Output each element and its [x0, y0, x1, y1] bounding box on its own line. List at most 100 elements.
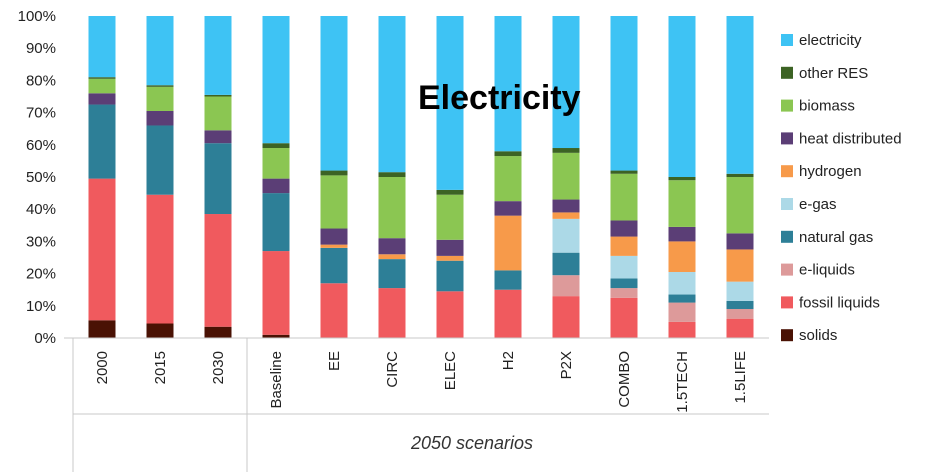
y-tick-label: 100% [18, 8, 56, 25]
y-tick-label: 60% [26, 137, 56, 154]
bar-segment-e-liquids [726, 309, 754, 319]
legend-swatch [781, 198, 793, 210]
bar-segment-fossil-liquids [320, 283, 348, 338]
bar-segment-solids [88, 320, 116, 338]
bar-segment-fossil-liquids [378, 288, 406, 338]
bar-segment-fossil-liquids [204, 214, 232, 327]
legend-label: e-liquids [799, 262, 855, 279]
bar-segment-heat-distributed [378, 238, 406, 255]
legend-swatch [781, 230, 793, 243]
category-label-circ: CIRC [384, 351, 401, 388]
bar-segment-other-res [378, 172, 406, 177]
bar-segment-electricity [320, 16, 348, 171]
bar-segment-electricity [494, 16, 522, 152]
bar-segment-solids [204, 326, 232, 338]
bar-stack-1-5tech [668, 16, 696, 338]
bar-segment-electricity [668, 16, 696, 177]
legend-item-heat-distributed: heat distributed [781, 130, 902, 147]
legend-item-fossil-liquids: fossil liquids [781, 294, 880, 311]
bar-segment-hydrogen [668, 241, 696, 272]
bar-stack-1-5life [726, 16, 754, 338]
category-label-1-5life: 1.5LIFE [732, 351, 749, 404]
legend-swatch [781, 34, 793, 46]
bar-segment-other-res [436, 189, 464, 195]
bar-segment-hydrogen [610, 236, 638, 256]
legend-label: e-gas [799, 196, 837, 213]
bar-segment-biomass [262, 148, 290, 179]
bar-segment-electricity [88, 16, 116, 78]
legend: electricity other RES biomass heat distribu… [781, 32, 902, 344]
bar-segment-fossil-liquids [610, 297, 638, 338]
bar-segment-e-liquids [610, 288, 638, 298]
category-label-2000: 2000 [94, 351, 111, 384]
bar-segment-other-res [146, 85, 174, 87]
bar-stack-2030 [204, 16, 232, 338]
bar-segment-heat-distributed [320, 228, 348, 245]
bar-segment-heat-distributed [726, 233, 754, 250]
bar-segment-natural-gas [726, 300, 754, 310]
bar-segment-other-res [262, 143, 290, 149]
bar-segment-fossil-liquids [436, 291, 464, 338]
legend-item-hydrogen: hydrogen [781, 163, 862, 180]
bar-stack-baseline [262, 16, 290, 338]
bar-segment-e-gas [610, 255, 638, 279]
bar-segment-fossil-liquids [668, 321, 696, 338]
category-label-1-5tech: 1.5TECH [674, 351, 691, 413]
category-label-ee: EE [326, 351, 343, 371]
bar-segment-heat-distributed [668, 226, 696, 242]
y-tick-label: 70% [26, 105, 56, 122]
bar-segment-heat-distributed [204, 130, 232, 144]
bar-segment-hydrogen [552, 212, 580, 219]
legend-swatch [781, 296, 793, 309]
bar-segment-heat-distributed [552, 199, 580, 213]
bar-segment-biomass [146, 86, 174, 111]
bar-segment-other-res [726, 173, 754, 177]
legend-label: hydrogen [799, 163, 862, 180]
bar-segment-solids [262, 334, 290, 338]
bar-segment-biomass [320, 175, 348, 229]
category-label-h2: H2 [500, 351, 517, 370]
bar-segment-hydrogen [320, 244, 348, 248]
bar-segment-e-gas [668, 271, 696, 295]
legend-item-electricity: electricity [781, 32, 862, 49]
bar-stack-combo [610, 16, 638, 338]
bar-segment-electricity [378, 16, 406, 173]
category-label-2015: 2015 [152, 351, 169, 384]
bar-segment-other-res [494, 151, 522, 157]
bar-segment-fossil-liquids [262, 251, 290, 335]
legend-item-e-liquids: e-liquids [781, 262, 855, 279]
bar-segment-biomass [378, 177, 406, 239]
bar-segment-natural-gas [436, 260, 464, 292]
legend-swatch [781, 329, 793, 342]
bar-segment-other-res [320, 170, 348, 176]
legend-item-other-res: other RES [781, 65, 868, 82]
y-tick-label: 40% [26, 201, 56, 218]
category-label-baseline: Baseline [268, 351, 285, 409]
legend-swatch [781, 165, 793, 178]
bars [88, 16, 754, 338]
bar-segment-hydrogen [436, 255, 464, 261]
y-tick-label: 30% [26, 233, 56, 250]
bar-segment-e-liquids [552, 275, 580, 297]
bar-segment-e-gas [552, 218, 580, 253]
legend-label: biomass [799, 98, 855, 115]
bar-segment-biomass [610, 173, 638, 221]
category-label-combo: COMBO [616, 351, 633, 408]
bar-segment-e-liquids [668, 302, 696, 322]
y-tick-label: 0% [34, 330, 56, 347]
bar-segment-other-res [88, 77, 116, 79]
bar-segment-hydrogen [378, 254, 406, 260]
bar-segment-heat-distributed [610, 220, 638, 237]
bar-stack-p2x [552, 16, 580, 338]
bar-stack-2000 [88, 16, 116, 338]
y-axis: 0% 10% 20% 30% 40% 50% 60% 70% 80% 90% 100% [18, 8, 56, 347]
legend-item-natural-gas: natural gas [781, 229, 873, 246]
y-tick-label: 90% [26, 40, 56, 57]
bar-stack-circ [378, 16, 406, 338]
legend-label: natural gas [799, 229, 873, 246]
bar-segment-biomass [668, 180, 696, 227]
bar-segment-hydrogen [726, 249, 754, 282]
y-tick-label: 50% [26, 169, 56, 186]
electricity-overlay-label: Electricity [418, 79, 581, 117]
x-axis-labels: 2000 2015 2030 Baseline EE CIRC ELEC H2 P2X COMBO… [94, 351, 749, 413]
